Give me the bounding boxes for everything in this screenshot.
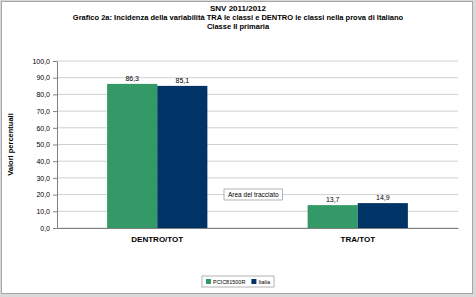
y-tick-mark [53,94,57,95]
y-axis: 0,0 10,0 20,0 30,0 40,0 50,0 60,0 70,0 80,0 90,0 1… [32,58,57,232]
y-tick-label: 100,0 [32,58,50,65]
bar [157,86,207,228]
y-tick-mark [53,195,57,196]
y-tick-label: 70,0 [36,108,50,115]
y-tick-label: 10,0 [36,208,50,215]
x-tick: TRA/TOT [340,228,375,244]
title: SNV 2011/2012 [210,4,267,13]
y-tick: 70,0 [36,108,57,115]
annotation: Area del tracciato [224,189,283,200]
data-label: 14,9 [376,194,390,201]
y-axis-title: Valori percentuali [6,113,15,176]
legend-label: Italia [258,279,271,285]
y-tick-label: 30,0 [36,175,50,182]
grid-line [57,77,458,78]
data-labels: 86,3 13,7 85,1 14,9 [125,75,389,203]
data-label: 86,3 [125,75,139,82]
y-tick: 0,0 [40,225,57,232]
bar [308,205,358,228]
legend-swatch [206,279,211,284]
legend-item: Italia [251,279,271,285]
chart: SNV 2011/2012Grafico 2a: Incidenza della… [0,0,476,297]
y-tick: 50,0 [36,141,57,148]
y-tick-mark [53,178,57,179]
y-tick-label: 50,0 [36,141,50,148]
y-tick: 90,0 [36,74,57,81]
y-tick-mark [53,78,57,79]
y-tick-label: 90,0 [36,74,50,81]
legend-swatch [251,279,256,284]
legend-box [202,276,274,287]
legend-item: PCIC81500R [206,279,245,285]
y-tick: 20,0 [36,191,57,198]
plot: 0,0 10,0 20,0 30,0 40,0 50,0 60,0 70,0 80,0 90,0 1… [32,58,458,244]
y-tick: 10,0 [36,208,57,215]
bar [107,84,157,228]
y-tick-mark [53,111,57,112]
annotation-text: Area del tracciato [228,191,279,198]
x-tick-label: DENTRO/TOT [131,235,183,244]
subtitle: Grafico 2a: Incidenza della variabilità … [73,13,404,22]
y-tick: 80,0 [36,91,57,98]
bar [358,203,408,228]
annotation-box [224,189,283,200]
y-tick-mark [53,161,57,162]
x-tick: DENTRO/TOT [131,228,183,244]
data-label: 13,7 [326,196,340,203]
y-tick-mark [53,211,57,212]
legend: PCIC81500R Italia [202,276,274,287]
subtitle: Classe II primaria [207,22,270,31]
y-tick: 30,0 [36,175,57,182]
y-tick-label: 20,0 [36,191,50,198]
y-tick-mark [53,145,57,146]
y-tick-label: 0,0 [40,225,50,232]
grid [57,61,458,228]
y-tick: 40,0 [36,158,57,165]
grid-line [57,61,458,62]
chart-background [2,2,473,294]
y-tick-mark [53,128,57,129]
y-tick: 100,0 [32,58,57,65]
x-tick-label: TRA/TOT [340,235,375,244]
y-tick-mark [53,228,57,229]
y-tick: 60,0 [36,125,57,132]
y-tick-label: 80,0 [36,91,50,98]
y-tick-label: 40,0 [36,158,50,165]
y-tick-label: 60,0 [36,125,50,132]
legend-label: PCIC81500R [213,279,245,285]
y-axis-line [57,62,58,229]
bars [107,84,408,228]
x-axis-line [58,228,459,229]
x-axis: DENTRO/TOT TRA/TOT [58,228,459,244]
data-label: 85,1 [176,77,190,84]
y-tick-mark [53,61,57,62]
